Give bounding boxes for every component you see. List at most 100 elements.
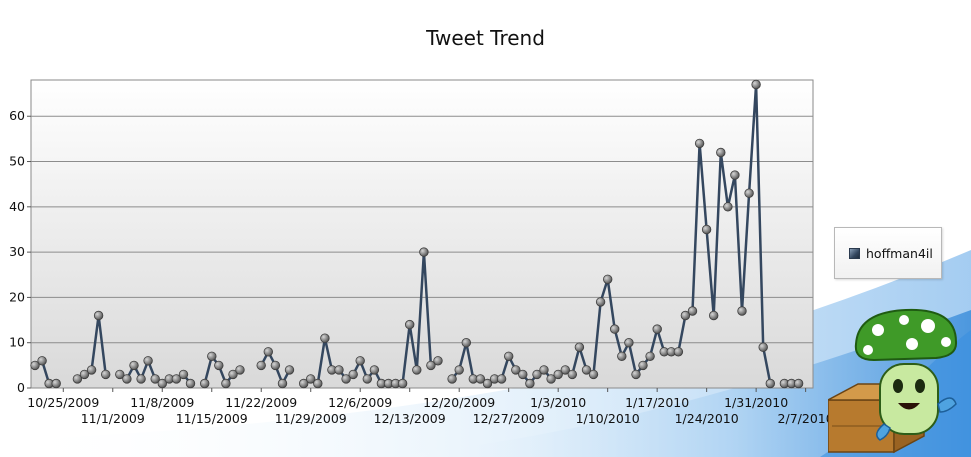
data-point: [454, 365, 464, 375]
data-point: [673, 347, 684, 357]
data-point: [185, 378, 196, 389]
data-point: [72, 374, 83, 384]
data-point: [207, 351, 217, 362]
data-point: [461, 338, 472, 348]
data-point: [270, 360, 281, 371]
data-point: [51, 378, 61, 389]
data-point: [299, 378, 309, 389]
data-point: [574, 342, 585, 352]
data-point: [86, 365, 97, 375]
data-point: [214, 360, 224, 371]
data-point: [122, 374, 132, 384]
data-point: [511, 365, 521, 375]
data-point: [539, 365, 549, 375]
data-point: [567, 369, 578, 380]
y-tick-label: 30: [9, 244, 25, 259]
data-point: [355, 356, 365, 366]
data-point: [334, 365, 344, 375]
x-tick-label: 10/25/2009: [27, 395, 99, 410]
data-point: [129, 360, 139, 371]
y-tick-label: 50: [9, 154, 25, 169]
x-tick-label: 12/20/2009: [423, 395, 495, 410]
data-point: [701, 224, 712, 235]
data-point: [313, 378, 323, 389]
data-point: [171, 374, 182, 384]
data-point: [652, 324, 662, 334]
data-point: [546, 374, 556, 384]
data-point: [426, 360, 436, 371]
x-tick-label: 12/27/2009: [473, 411, 545, 426]
data-point: [221, 378, 231, 389]
x-tick-label: 11/15/2009: [176, 411, 248, 426]
data-point: [694, 138, 705, 149]
data-point: [603, 274, 613, 285]
data-point: [79, 369, 90, 380]
data-point: [115, 369, 125, 380]
data-point: [588, 369, 599, 380]
data-point: [581, 365, 592, 375]
data-point: [30, 360, 40, 371]
data-point: [610, 324, 620, 334]
data-point: [157, 378, 168, 389]
x-tick-label: 1/31/2010: [724, 395, 788, 410]
data-point: [235, 365, 245, 375]
y-tick-label: 20: [9, 289, 25, 304]
data-point: [419, 247, 429, 257]
x-tick-label: 12/6/2009: [328, 395, 392, 410]
x-tick-label: 1/17/2010: [625, 395, 689, 410]
data-point: [405, 319, 415, 330]
data-point: [645, 351, 655, 362]
data-point: [320, 333, 330, 343]
data-point: [397, 378, 408, 389]
legend-swatch: [849, 247, 860, 259]
data-point: [256, 360, 266, 371]
legend: hoffman4il: [834, 227, 942, 279]
data-point: [638, 360, 648, 371]
data-point: [730, 170, 740, 180]
data-point: [93, 310, 104, 321]
data-point: [412, 365, 422, 375]
data-point: [595, 297, 606, 307]
data-point: [765, 378, 776, 389]
x-tick-label: 2/7/2010: [778, 411, 834, 426]
data-point: [143, 356, 153, 366]
y-tick-label: 60: [9, 108, 25, 123]
data-point: [341, 374, 351, 384]
data-point: [178, 369, 189, 380]
legend-label: hoffman4il: [866, 245, 933, 261]
data-point: [680, 310, 691, 321]
x-tick-label: 11/1/2009: [81, 411, 145, 426]
data-point: [723, 202, 733, 212]
x-tick-label: 11/29/2009: [275, 411, 347, 426]
data-point: [100, 369, 111, 380]
x-tick-label: 1/10/2010: [576, 411, 640, 426]
data-point: [277, 378, 288, 389]
data-point: [284, 365, 295, 375]
x-tick-label: 11/8/2009: [130, 395, 194, 410]
plot-area: [30, 79, 814, 389]
data-point: [504, 351, 514, 362]
data-point: [532, 369, 542, 380]
data-point: [716, 147, 726, 158]
data-point: [136, 374, 146, 384]
data-point: [560, 365, 571, 375]
data-point: [518, 369, 528, 380]
data-point: [737, 306, 747, 316]
data-point: [744, 188, 754, 198]
x-tick-label: 12/13/2009: [374, 411, 446, 426]
data-point: [617, 351, 627, 362]
y-tick-label: 0: [17, 380, 25, 395]
data-point: [369, 365, 380, 375]
mushroom-mascot-image: [828, 308, 958, 454]
data-point: [150, 374, 160, 384]
data-point: [687, 306, 698, 316]
data-point: [793, 378, 804, 389]
data-point: [553, 369, 563, 380]
x-tick-label: 11/22/2009: [225, 395, 297, 410]
data-point: [348, 369, 358, 380]
data-point: [447, 374, 457, 384]
data-point: [631, 369, 641, 380]
y-tick-label: 40: [9, 199, 25, 214]
data-point: [263, 347, 274, 357]
